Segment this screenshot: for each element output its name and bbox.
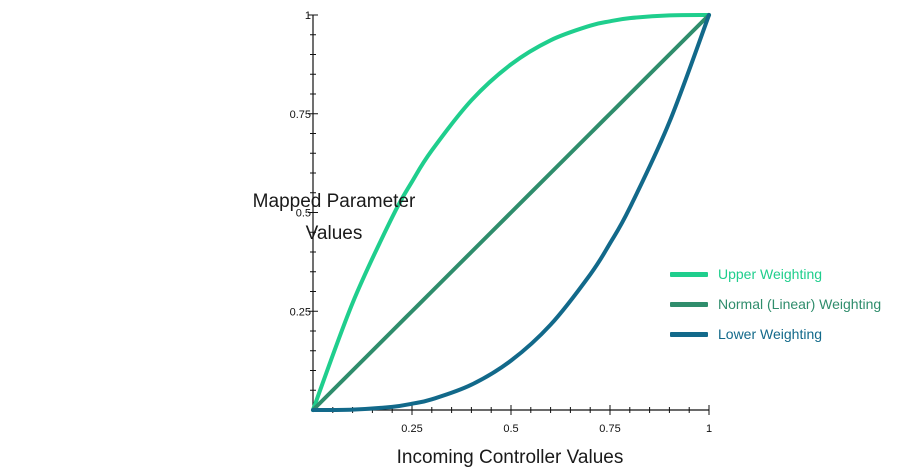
series-line-lower bbox=[311, 13, 711, 412]
tick-labels: 0.25 0.5 0.75 1 0.25 0.5 0.75 1 bbox=[290, 10, 712, 435]
legend-item-upper: Upper Weighting bbox=[670, 259, 881, 289]
legend-label-upper: Upper Weighting bbox=[718, 266, 823, 282]
legend-item-lower: Lower Weighting bbox=[670, 319, 881, 349]
series-lines bbox=[311, 13, 711, 412]
legend-swatch-upper bbox=[670, 271, 708, 277]
series-line-linear bbox=[311, 13, 711, 412]
x-tick-label: 0.75 bbox=[599, 423, 620, 435]
y-tick-label: 1 bbox=[305, 10, 311, 22]
y-tick-label: 0.25 bbox=[290, 306, 311, 318]
legend-item-linear: Normal (Linear) Weighting bbox=[670, 289, 881, 319]
series-line-upper bbox=[311, 13, 711, 412]
legend-label-lower: Lower Weighting bbox=[718, 326, 823, 342]
x-tick-label: 1 bbox=[706, 423, 712, 435]
legend: Upper Weighting Normal (Linear) Weightin… bbox=[670, 259, 881, 349]
legend-label-linear: Normal (Linear) Weighting bbox=[718, 296, 882, 312]
y-axis-label: Mapped Parameter Values bbox=[214, 186, 454, 250]
axis-ticks bbox=[308, 14, 710, 415]
legend-swatch-lower bbox=[670, 331, 708, 337]
legend-swatch-linear bbox=[670, 301, 708, 307]
x-tick-label: 0.5 bbox=[503, 423, 518, 435]
x-tick-label: 0.25 bbox=[401, 423, 422, 435]
y-axis-label-line-2: Values bbox=[305, 223, 363, 244]
y-tick-label: 0.75 bbox=[290, 109, 311, 121]
y-tick-label: 0.5 bbox=[296, 208, 311, 220]
x-axis-label: Incoming Controller Values bbox=[396, 447, 624, 468]
y-axis-label-line-1: Mapped Parameter bbox=[252, 191, 416, 212]
